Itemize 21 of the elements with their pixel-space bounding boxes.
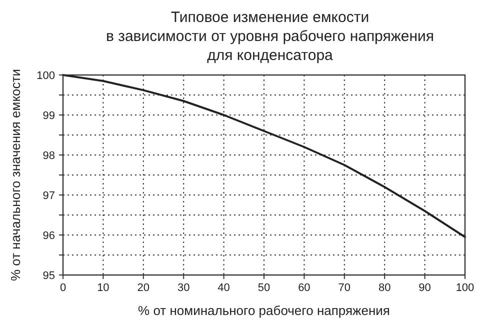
x-tick-label: 20 bbox=[137, 282, 150, 294]
line-series bbox=[62, 74, 466, 238]
x-tick-label: 70 bbox=[338, 282, 351, 294]
x-tick-label: 10 bbox=[97, 282, 110, 294]
x-tick-label: 90 bbox=[418, 282, 431, 294]
chart-title: Типовое изменение емкости в зависимости от уровня рабочего напряжения для конденсатора bbox=[106, 9, 434, 64]
x-tick-label: 0 bbox=[60, 282, 66, 294]
y-tick-label: 100 bbox=[36, 70, 55, 82]
y-axis-title: % от начального значения емкости bbox=[8, 69, 23, 281]
y-tick-label: 95 bbox=[42, 270, 55, 282]
x-tick-label: 80 bbox=[378, 282, 391, 294]
x-tick-label: 30 bbox=[177, 282, 190, 294]
x-tick-label: 50 bbox=[258, 282, 270, 294]
x-tick-label: 40 bbox=[218, 282, 230, 294]
x-tick-label: 100 bbox=[456, 282, 474, 294]
y-tick-label: 98 bbox=[42, 150, 55, 162]
y-tick-label: 97 bbox=[42, 190, 55, 202]
y-tick-label: 99 bbox=[42, 110, 55, 122]
x-tick-label: 60 bbox=[298, 282, 310, 294]
y-tick-label: 96 bbox=[42, 230, 55, 242]
x-axis-title: % от номинального рабочего напряжения bbox=[138, 303, 390, 318]
